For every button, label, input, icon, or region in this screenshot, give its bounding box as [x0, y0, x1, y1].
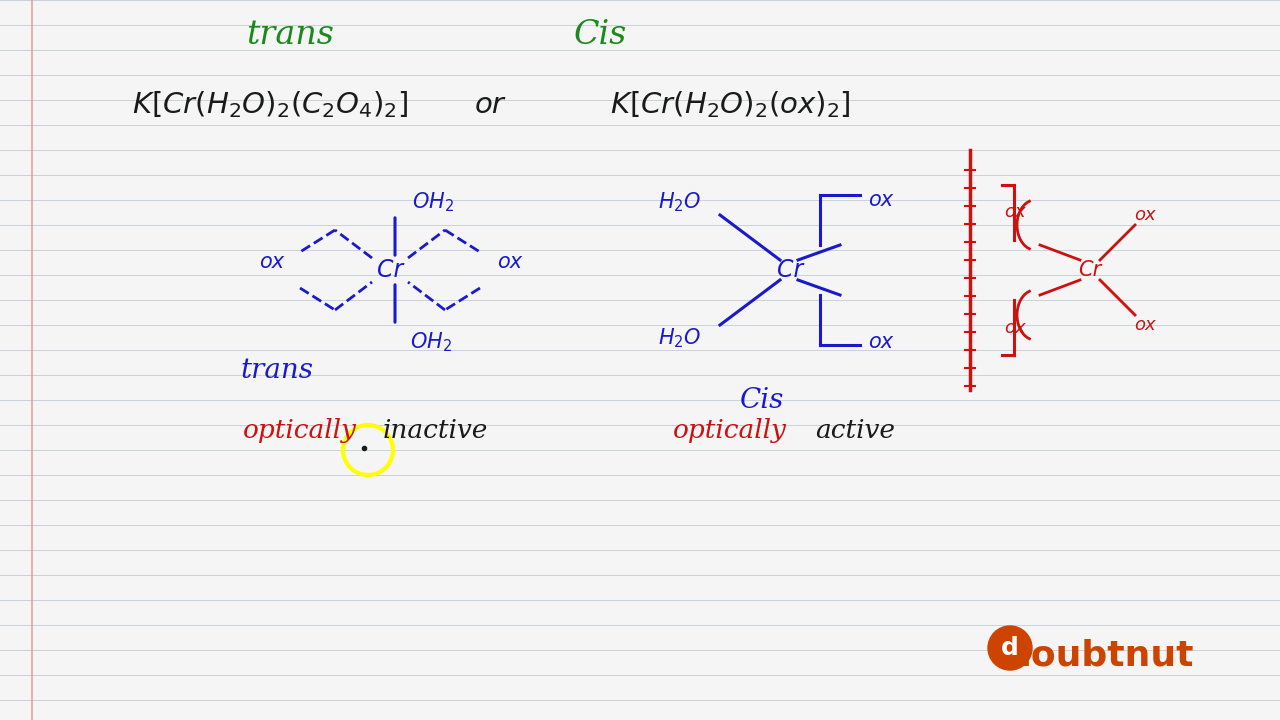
Text: $K[Cr(H_2O)_2(C_2O_4)_2]$: $K[Cr(H_2O)_2(C_2O_4)_2]$ — [132, 89, 408, 120]
Text: ox: ox — [868, 190, 893, 210]
Text: doubtnut: doubtnut — [1006, 638, 1194, 672]
Text: $H_2O$: $H_2O$ — [658, 326, 701, 350]
Text: $H_2O$: $H_2O$ — [658, 190, 701, 214]
Text: optically: optically — [673, 418, 787, 443]
Text: ox: ox — [260, 252, 284, 272]
Text: ox: ox — [498, 252, 522, 272]
Text: Cr: Cr — [777, 258, 803, 282]
Text: d: d — [1001, 636, 1019, 660]
Text: ox: ox — [1134, 316, 1156, 334]
Text: $OH_2$: $OH_2$ — [410, 330, 452, 354]
Text: ox: ox — [1005, 203, 1025, 221]
Text: active: active — [815, 418, 895, 443]
Text: Cr: Cr — [376, 258, 403, 282]
Text: ox: ox — [868, 332, 893, 352]
Text: Cis: Cis — [740, 387, 785, 413]
Text: ox: ox — [1005, 319, 1025, 337]
Text: Cis: Cis — [573, 19, 627, 51]
Circle shape — [988, 626, 1032, 670]
Text: optically: optically — [243, 418, 357, 443]
Text: or: or — [475, 91, 504, 119]
Text: trans: trans — [246, 19, 334, 51]
Text: $K[Cr(H_2O)_2(ox)_2]$: $K[Cr(H_2O)_2(ox)_2]$ — [609, 89, 850, 120]
Text: inactive: inactive — [383, 418, 488, 443]
Text: Cr: Cr — [1078, 260, 1102, 280]
Text: ox: ox — [1134, 206, 1156, 224]
Text: trans: trans — [241, 356, 314, 384]
Text: $OH_2$: $OH_2$ — [412, 190, 454, 214]
